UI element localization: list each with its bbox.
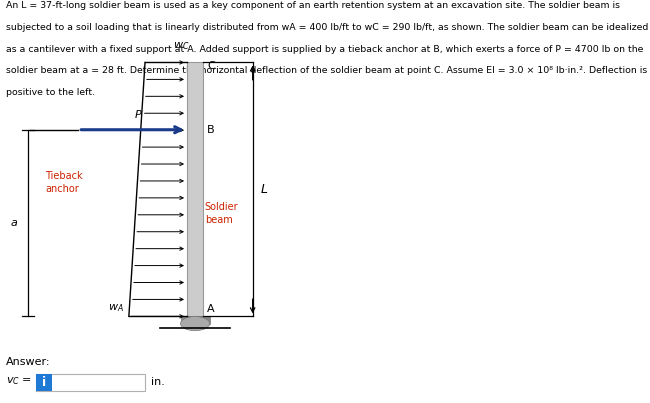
Text: Soldier
beam: Soldier beam (205, 202, 239, 225)
Text: a: a (11, 218, 18, 228)
Ellipse shape (181, 317, 209, 330)
Text: subjected to a soil loading that is linearly distributed from wA = 400 lb/ft to : subjected to a soil loading that is line… (6, 23, 649, 32)
Text: soldier beam at a = 28 ft. Determine the horizontal deflection of the soldier be: soldier beam at a = 28 ft. Determine the… (6, 66, 647, 75)
Text: L: L (260, 183, 267, 196)
Text: Answer:: Answer: (6, 357, 51, 367)
Text: positive to the left.: positive to the left. (6, 88, 95, 97)
FancyBboxPatch shape (36, 374, 51, 391)
Text: B: B (207, 125, 214, 135)
Text: $v_C$ =: $v_C$ = (6, 375, 32, 387)
FancyBboxPatch shape (36, 374, 145, 391)
Text: An L = 37-ft-long soldier beam is used as a key component of an earth retention : An L = 37-ft-long soldier beam is used a… (6, 1, 620, 10)
Bar (181, 316, 209, 324)
Text: $w_A$: $w_A$ (108, 303, 124, 314)
Text: i: i (42, 376, 46, 389)
Text: C: C (207, 62, 215, 71)
Text: A: A (207, 304, 214, 314)
Text: in.: in. (151, 378, 165, 387)
Text: Tieback
anchor: Tieback anchor (46, 171, 83, 195)
Text: $w_C$: $w_C$ (173, 41, 189, 52)
Text: as a cantilever with a fixed support at A. Added support is supplied by a tiebac: as a cantilever with a fixed support at … (6, 45, 644, 54)
Text: P: P (135, 110, 141, 120)
Bar (187, 62, 203, 316)
